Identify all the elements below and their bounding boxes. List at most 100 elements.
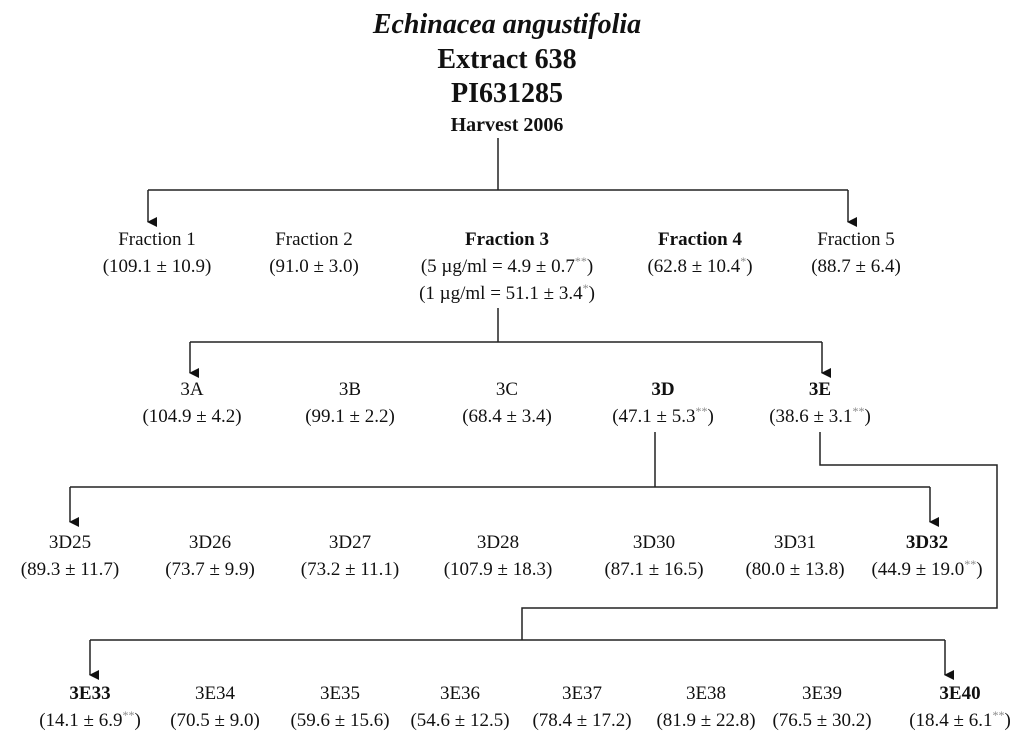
node: 3D31 (80.0 ± 13.8) [745, 532, 844, 580]
value-text: (47.1 ± 5.3 [612, 406, 695, 427]
node-label: 3D27 [329, 532, 371, 553]
node: 3D28 (107.9 ± 18.3) [444, 532, 553, 580]
node-value: (80.0 ± 13.8) [745, 559, 844, 580]
node: 3E35 (59.6 ± 15.6) [290, 683, 389, 731]
node-label: 3C [496, 379, 518, 400]
connector [148, 138, 848, 191]
connector [70, 432, 930, 488]
node: Fraction 4 (62.8 ± 10.4*) [647, 229, 752, 277]
value-text: (78.4 ± 17.2) [532, 710, 631, 731]
connector [190, 308, 822, 343]
value-text: (80.0 ± 13.8) [745, 559, 844, 580]
node: 3A (104.9 ± 4.2) [142, 379, 241, 427]
node: 3D (47.1 ± 5.3**) [612, 379, 714, 427]
node-value: (70.5 ± 9.0) [170, 710, 260, 731]
node-value: (89.3 ± 11.7) [21, 559, 119, 580]
node: 3D26 (73.7 ± 9.9) [165, 532, 255, 580]
value-text: (73.7 ± 9.9) [165, 559, 255, 580]
node-value: (104.9 ± 4.2) [142, 406, 241, 427]
value-text: (1 µg/ml = 51.1 ± 3.4 [419, 283, 583, 304]
value-text: (59.6 ± 15.6) [290, 710, 389, 731]
value-text: (107.9 ± 18.3) [444, 559, 553, 580]
value-text: ) [589, 283, 595, 304]
value-text: (5 µg/ml = 4.9 ± 0.7 [421, 256, 575, 277]
node: 3D32 (44.9 ± 19.0**) [871, 532, 982, 580]
node-value: (62.8 ± 10.4*) [647, 254, 752, 277]
node-label: 3A [180, 379, 204, 400]
node: 3E38 (81.9 ± 22.8) [656, 683, 755, 731]
node-value: (68.4 ± 3.4) [462, 406, 552, 427]
value-text: (18.4 ± 6.1 [909, 710, 992, 731]
node-value: (107.9 ± 18.3) [444, 559, 553, 580]
accession: PI631285 [451, 78, 563, 109]
value-text: (109.1 ± 10.9) [103, 256, 212, 277]
significance: ** [575, 254, 587, 268]
node-value: (59.6 ± 15.6) [290, 710, 389, 731]
node-label: 3D30 [633, 532, 675, 553]
significance: ** [695, 404, 707, 418]
nodes: Fraction 1 (109.1 ± 10.9) Fraction 2 (91.0 … [21, 229, 1011, 731]
node: Fraction 3(5 µg/ml = 4.9 ± 0.7**)(1 µg/m… [419, 229, 595, 304]
value-text: (38.6 ± 3.1 [769, 406, 852, 427]
value-text: (89.3 ± 11.7) [21, 559, 119, 580]
value-text: (88.7 ± 6.4) [811, 256, 901, 277]
node-value: (87.1 ± 16.5) [604, 559, 703, 580]
node: 3E36 (54.6 ± 12.5) [410, 683, 509, 731]
value-text: (99.1 ± 2.2) [305, 406, 395, 427]
node-value: (99.1 ± 2.2) [305, 406, 395, 427]
significance: ** [122, 708, 134, 722]
node-value: (91.0 ± 3.0) [269, 256, 359, 277]
node-label: 3E38 [686, 683, 726, 704]
value-text: ) [864, 406, 870, 427]
node-value: (109.1 ± 10.9) [103, 256, 212, 277]
node-value: (1 µg/ml = 51.1 ± 3.4*) [419, 281, 595, 304]
node: 3E34 (70.5 ± 9.0) [170, 683, 260, 731]
significance: ** [992, 708, 1004, 722]
node-label: 3D32 [906, 532, 948, 553]
value-text: (104.9 ± 4.2) [142, 406, 241, 427]
node-label: 3E [809, 379, 831, 400]
node-label: Fraction 4 [658, 229, 742, 250]
harvest: Harvest 2006 [451, 114, 564, 136]
node-value: (73.7 ± 9.9) [165, 559, 255, 580]
node-value: (38.6 ± 3.1**) [769, 404, 871, 427]
value-text: (81.9 ± 22.8) [656, 710, 755, 731]
node: 3D30 (87.1 ± 16.5) [604, 532, 703, 580]
node: Fraction 5 (88.7 ± 6.4) [811, 229, 901, 277]
value-text: (87.1 ± 16.5) [604, 559, 703, 580]
node-label: 3E36 [440, 683, 480, 704]
significance: ** [852, 404, 864, 418]
node-label: 3B [339, 379, 361, 400]
value-text: ) [587, 256, 593, 277]
value-text: (62.8 ± 10.4 [647, 256, 740, 277]
node-label: 3D26 [189, 532, 231, 553]
connector [90, 432, 998, 641]
node-label: 3E34 [195, 683, 236, 704]
node: 3D27 (73.2 ± 11.1) [301, 532, 399, 580]
value-text: ) [707, 406, 713, 427]
value-text: ) [976, 559, 982, 580]
node-label: 3D31 [774, 532, 816, 553]
value-text: (68.4 ± 3.4) [462, 406, 552, 427]
value-text: ) [746, 256, 752, 277]
value-text: (54.6 ± 12.5) [410, 710, 509, 731]
node-label: Fraction 2 [275, 229, 353, 250]
node: 3E40 (18.4 ± 6.1**) [909, 683, 1011, 731]
node-label: 3E40 [939, 683, 980, 704]
node-label: 3D28 [477, 532, 519, 553]
node-value: (47.1 ± 5.3**) [612, 404, 714, 427]
node-label: 3E35 [320, 683, 360, 704]
node-value: (88.7 ± 6.4) [811, 256, 901, 277]
node-value: (14.1 ± 6.9**) [39, 708, 141, 731]
node: 3B (99.1 ± 2.2) [305, 379, 395, 427]
node-label: Fraction 3 [465, 229, 549, 250]
node-value: (18.4 ± 6.1**) [909, 708, 1011, 731]
node: 3E39 (76.5 ± 30.2) [772, 683, 871, 731]
node-value: (81.9 ± 22.8) [656, 710, 755, 731]
node-value: (76.5 ± 30.2) [772, 710, 871, 731]
node: Fraction 2 (91.0 ± 3.0) [269, 229, 359, 277]
node: 3E (38.6 ± 3.1**) [769, 379, 871, 427]
node-label: Fraction 1 [118, 229, 196, 250]
node: 3E33 (14.1 ± 6.9**) [39, 683, 141, 731]
